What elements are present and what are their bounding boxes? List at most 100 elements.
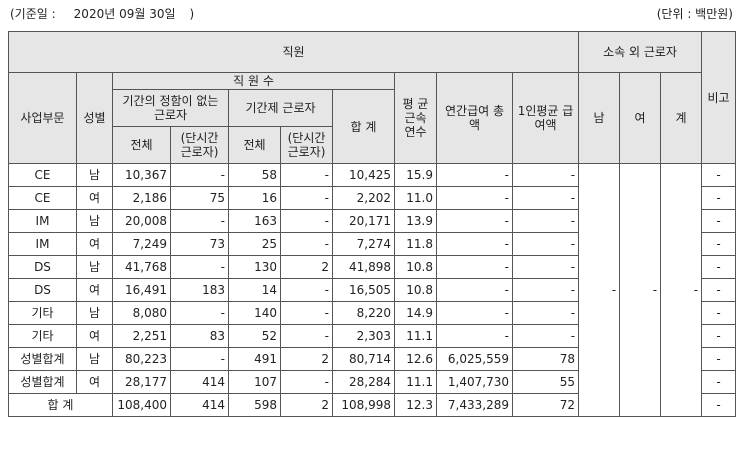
annual-pay-cell: - — [436, 186, 513, 210]
header-total: 합 계 — [332, 89, 395, 164]
total-cell: 20,171 — [332, 209, 395, 233]
table-row: CE 여 2,186 75 16-2,202 11.0- - - — [8, 186, 737, 210]
tenure-cell: 10.8 — [394, 255, 437, 279]
header-sum: 계 — [660, 72, 703, 164]
gender-cell: 여 — [76, 186, 113, 210]
avg-pay-cell: - — [511, 186, 580, 210]
header-outsourced: 소속 외 근로자 — [578, 31, 703, 73]
table-row: 기타 여 2,251 83 52-2,303 11.1- - - — [8, 324, 737, 348]
grand-total-annual-pay-cell: 7,433,289 — [436, 393, 513, 417]
note-cell: - — [701, 278, 737, 302]
perm-part-cell: 73 — [170, 232, 229, 256]
annual-pay-cell: 6,025,559 — [436, 347, 513, 371]
fixed-all-cell: 14 — [228, 278, 281, 302]
annual-pay-cell: - — [436, 209, 513, 233]
grand-total-perm-part-cell: 414 — [170, 393, 229, 417]
perm-all-cell: 2,186 — [112, 186, 171, 210]
fixed-part-cell: - — [280, 186, 333, 210]
annual-pay-cell: - — [436, 255, 513, 279]
table-row: IM 남 20,008-163-20,171 13.9- - - — [8, 209, 737, 233]
report-header: (기준일 : 2020년 09월 30일) (단위 : 백만원) — [10, 5, 733, 23]
perm-all-cell: 10,367 — [112, 163, 171, 187]
total-cell: 2,202 — [332, 186, 395, 210]
avg-pay-cell: - — [511, 163, 580, 187]
division-cell: IM — [8, 232, 77, 256]
note-cell: - — [701, 301, 737, 325]
table-row: IM 여 7,249 73 25-7,274 11.8- - - — [8, 232, 737, 256]
header-female: 여 — [619, 72, 662, 164]
fixed-all-cell: 130 — [228, 255, 281, 279]
fixed-all-cell: 58 — [228, 163, 281, 187]
total-cell: 80,714 — [332, 347, 395, 371]
outsourced-male-cell: - — [578, 163, 621, 417]
header-permanent-part-time: (단시간 근로자) — [170, 126, 229, 164]
perm-all-cell: 41,768 — [112, 255, 171, 279]
header-fixed-part-time: (단시간 근로자) — [280, 126, 333, 164]
header-division: 사업부문 — [8, 72, 77, 164]
annual-pay-cell: - — [436, 163, 513, 187]
gender-cell: 남 — [76, 301, 113, 325]
perm-part-cell: 183 — [170, 278, 229, 302]
fixed-part-cell: - — [280, 324, 333, 348]
total-cell: 41,898 — [332, 255, 395, 279]
unit-label: (단위 : 백만원) — [656, 7, 733, 21]
annual-pay-cell: - — [436, 232, 513, 256]
grand-total-total-cell: 108,998 — [332, 393, 395, 417]
division-cell: 성별합계 — [8, 347, 77, 371]
fixed-all-cell: 491 — [228, 347, 281, 371]
annual-pay-cell: - — [436, 324, 513, 348]
perm-part-cell: 414 — [170, 370, 229, 394]
grand-total-tenure-cell: 12.3 — [394, 393, 437, 417]
header-gender: 성별 — [76, 72, 113, 164]
table-body: CE 남 10,367-58-10,425 15.9- - - - - - CE 여 2,186 75 1… — [8, 163, 737, 417]
header-permanent: 기간의 정함이 없는 근로자 — [112, 89, 229, 127]
gender-cell: 여 — [76, 324, 113, 348]
total-cell: 28,284 — [332, 370, 395, 394]
tenure-cell: 11.8 — [394, 232, 437, 256]
reference-date-close: ) — [189, 7, 195, 21]
header-avg-pay: 1인평균 급여액 — [511, 72, 580, 164]
tenure-cell: 11.1 — [394, 324, 437, 348]
avg-pay-cell: 78 — [511, 347, 580, 371]
perm-all-cell: 2,251 — [112, 324, 171, 348]
tenure-cell: 15.9 — [394, 163, 437, 187]
division-cell: DS — [8, 278, 77, 302]
perm-part-cell: - — [170, 347, 229, 371]
annual-pay-cell: 1,407,730 — [436, 370, 513, 394]
division-cell: IM — [8, 209, 77, 233]
fixed-part-cell: 2 — [280, 255, 333, 279]
fixed-part-cell: - — [280, 370, 333, 394]
table-row: 기타 남 8,080-140-8,220 14.9- - - — [8, 301, 737, 325]
gender-cell: 남 — [76, 163, 113, 187]
gender-cell: 남 — [76, 347, 113, 371]
reference-date-value: 2020년 09월 30일 — [73, 7, 176, 21]
perm-part-cell: 83 — [170, 324, 229, 348]
tenure-cell: 11.1 — [394, 370, 437, 394]
avg-pay-cell: - — [511, 278, 580, 302]
grand-total-avg-pay-cell: 72 — [511, 393, 580, 417]
fixed-all-cell: 52 — [228, 324, 281, 348]
gender-cell: 여 — [76, 232, 113, 256]
tenure-cell: 11.0 — [394, 186, 437, 210]
header-employees: 직원 — [7, 31, 580, 73]
fixed-part-cell: - — [280, 301, 333, 325]
grand-total-note-cell: - — [701, 393, 737, 417]
grand-total-row: 합 계 108,400 414 598 2 108,998 12.3 7,433,289 72 - — [8, 393, 737, 417]
tenure-cell: 10.8 — [394, 278, 437, 302]
outsourced-sum-cell: - — [660, 163, 703, 417]
fixed-all-cell: 25 — [228, 232, 281, 256]
note-cell: - — [701, 324, 737, 348]
total-cell: 16,505 — [332, 278, 395, 302]
fixed-part-cell: - — [280, 163, 333, 187]
fixed-all-cell: 107 — [228, 370, 281, 394]
perm-all-cell: 7,249 — [112, 232, 171, 256]
grand-total-fixed-part-cell: 2 — [280, 393, 333, 417]
fixed-part-cell: - — [280, 278, 333, 302]
total-cell: 7,274 — [332, 232, 395, 256]
annual-pay-cell: - — [436, 301, 513, 325]
table-row: CE 남 10,367-58-10,425 15.9- - - - - - — [8, 163, 737, 417]
gender-cell: 남 — [76, 209, 113, 233]
header-note: 비고 — [701, 31, 737, 164]
tenure-cell: 12.6 — [394, 347, 437, 371]
perm-all-cell: 8,080 — [112, 301, 171, 325]
